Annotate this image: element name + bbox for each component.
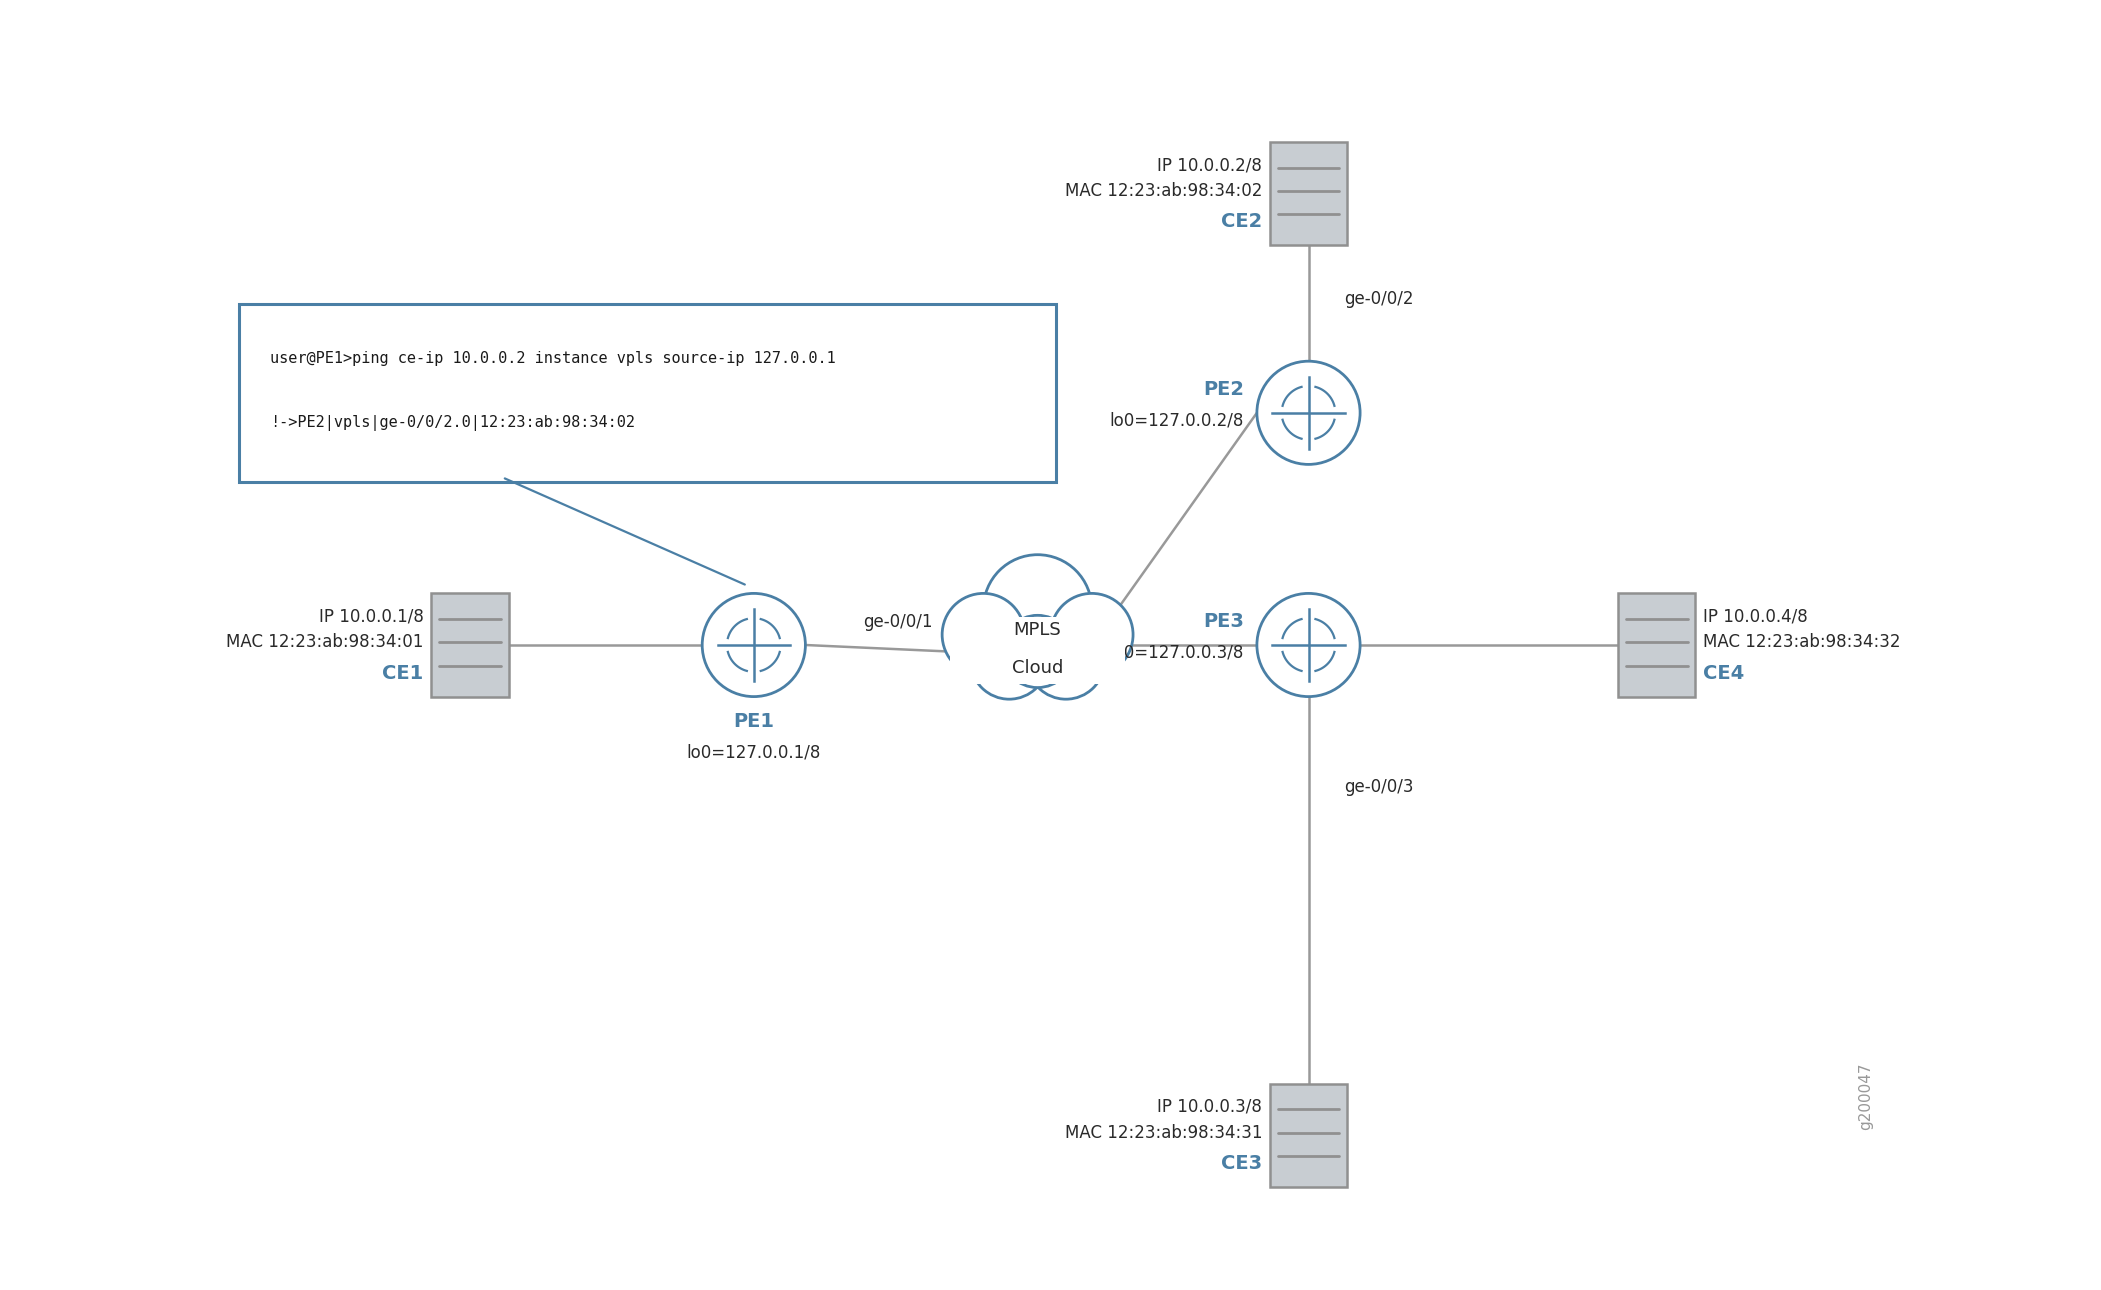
Text: g200047: g200047 [1857, 1063, 1874, 1130]
Text: PE3: PE3 [1204, 613, 1244, 631]
Text: MPLS: MPLS [1013, 620, 1061, 639]
Text: MAC 12:23:ab:98:34:31: MAC 12:23:ab:98:34:31 [1065, 1124, 1263, 1142]
FancyBboxPatch shape [431, 593, 508, 697]
Circle shape [1027, 622, 1105, 699]
Text: IP 10.0.0.1/8: IP 10.0.0.1/8 [319, 608, 424, 626]
Text: ge-0/0/1: ge-0/0/1 [864, 613, 933, 631]
Text: lo0=127.0.0.3/8: lo0=127.0.0.3/8 [1109, 644, 1244, 662]
Circle shape [1002, 615, 1074, 688]
Text: user@PE1>ping ce-ip 10.0.0.2 instance vpls source-ip 127.0.0.1: user@PE1>ping ce-ip 10.0.0.2 instance vp… [271, 351, 836, 366]
Circle shape [983, 555, 1093, 663]
Circle shape [941, 593, 1025, 676]
Text: CE4: CE4 [1704, 664, 1744, 682]
Circle shape [1050, 593, 1132, 676]
Text: lo0=127.0.0.2/8: lo0=127.0.0.2/8 [1109, 412, 1244, 430]
Circle shape [1256, 593, 1359, 697]
Text: !->PE2|vpls|ge-0/0/2.0|12:23:ab:98:34:02: !->PE2|vpls|ge-0/0/2.0|12:23:ab:98:34:02 [271, 415, 635, 431]
Text: CE1: CE1 [382, 664, 424, 682]
Circle shape [702, 593, 805, 697]
Circle shape [1256, 361, 1359, 464]
FancyBboxPatch shape [1269, 1084, 1347, 1187]
Text: IP 10.0.0.3/8: IP 10.0.0.3/8 [1158, 1098, 1263, 1116]
Text: ge-0/0/3: ge-0/0/3 [1345, 778, 1414, 796]
FancyBboxPatch shape [1269, 142, 1347, 245]
Text: PE2: PE2 [1204, 381, 1244, 399]
Text: CE2: CE2 [1221, 213, 1263, 231]
Text: MAC 12:23:ab:98:34:02: MAC 12:23:ab:98:34:02 [1065, 182, 1263, 200]
Text: Cloud: Cloud [1013, 659, 1063, 677]
Text: ge-0/0/2: ge-0/0/2 [1345, 290, 1414, 308]
Circle shape [1027, 622, 1105, 699]
Circle shape [971, 622, 1048, 699]
FancyBboxPatch shape [1618, 593, 1696, 697]
Circle shape [1002, 615, 1074, 688]
Circle shape [1050, 593, 1132, 676]
Circle shape [971, 622, 1048, 699]
Text: IP 10.0.0.2/8: IP 10.0.0.2/8 [1158, 156, 1263, 174]
Bar [950, 617, 1126, 684]
FancyBboxPatch shape [240, 304, 1055, 482]
Text: MAC 12:23:ab:98:34:32: MAC 12:23:ab:98:34:32 [1704, 633, 1901, 651]
Text: IP 10.0.0.4/8: IP 10.0.0.4/8 [1704, 608, 1809, 626]
Circle shape [941, 593, 1025, 676]
Text: lo0=127.0.0.1/8: lo0=127.0.0.1/8 [687, 743, 821, 761]
Text: PE1: PE1 [733, 712, 775, 731]
Text: CE3: CE3 [1221, 1155, 1263, 1173]
Text: MAC 12:23:ab:98:34:01: MAC 12:23:ab:98:34:01 [227, 633, 424, 651]
Circle shape [983, 555, 1093, 663]
